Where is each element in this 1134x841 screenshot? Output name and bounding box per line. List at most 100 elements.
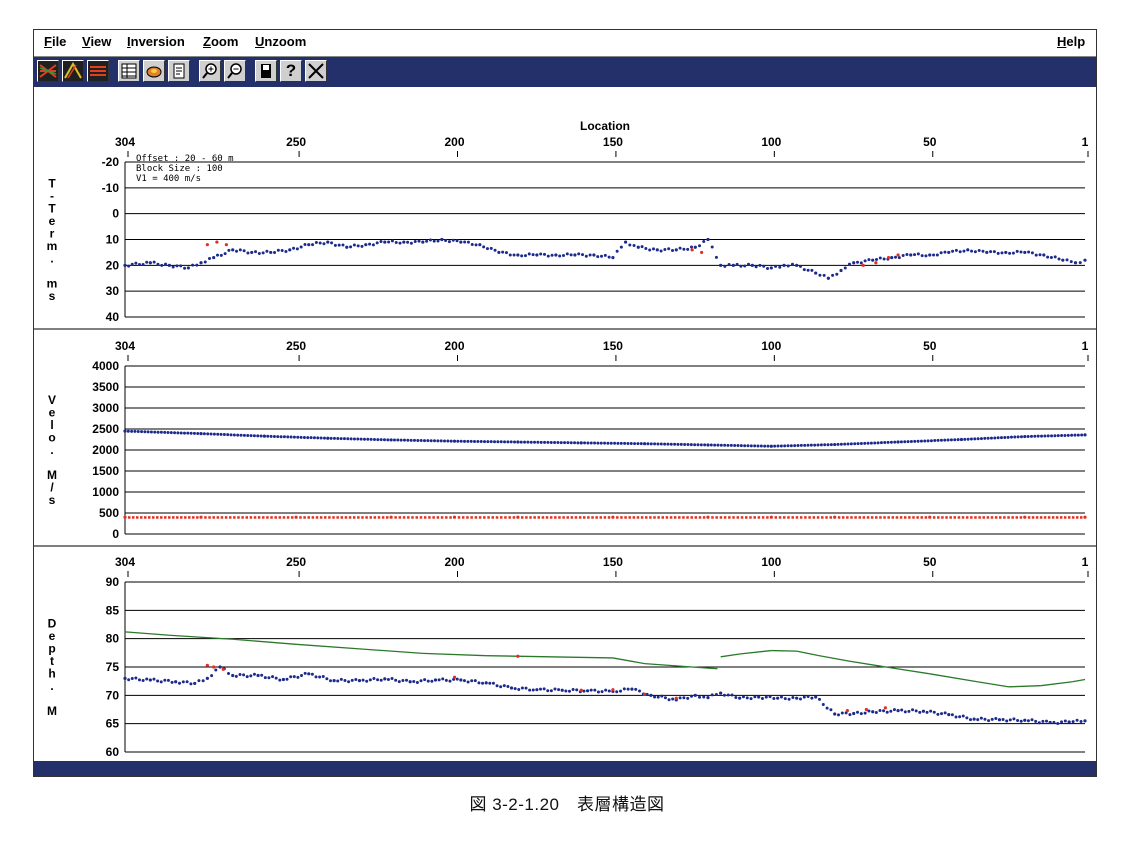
menu-view[interactable]: View (82, 34, 112, 49)
help-button[interactable]: ? (280, 60, 302, 82)
data-point (419, 679, 423, 683)
picks-button[interactable] (62, 60, 84, 82)
data-point (172, 516, 175, 519)
data-point (954, 715, 958, 719)
data-point (599, 516, 603, 519)
data-point (994, 716, 998, 720)
data-point (493, 248, 497, 252)
data-point (632, 516, 636, 519)
x-tick-label: 304 (115, 339, 135, 353)
data-point (401, 678, 405, 682)
data-point (1067, 516, 1071, 519)
data-point (643, 442, 647, 446)
data-point (774, 516, 778, 519)
data-point (732, 516, 735, 519)
data-point (485, 247, 489, 251)
menu-inversion[interactable]: Inversion (127, 34, 185, 49)
y-axis-label-char: e (49, 629, 56, 643)
close-button[interactable] (305, 60, 327, 82)
data-point (973, 437, 977, 441)
data-point (525, 516, 528, 519)
data-point (159, 430, 163, 434)
data-point (753, 444, 757, 448)
data-point (758, 263, 762, 267)
data-point (584, 254, 588, 258)
data-point (541, 516, 545, 519)
data-point (1040, 434, 1044, 438)
data-point (939, 438, 943, 442)
y-tick-label: 85 (106, 603, 120, 617)
data-point (266, 434, 270, 438)
data-point (149, 430, 153, 434)
data-point (476, 439, 480, 443)
data-point (896, 440, 900, 444)
data-point (1027, 516, 1031, 519)
data-point (683, 442, 687, 446)
data-point (276, 248, 280, 252)
x-tick-label: 200 (444, 555, 464, 569)
menu-help[interactable]: Help (1057, 34, 1086, 49)
data-point (849, 442, 853, 446)
data-point (271, 675, 275, 679)
data-point (889, 440, 893, 444)
data-point (192, 516, 195, 519)
data-point (776, 444, 780, 448)
cloud-button[interactable] (143, 60, 165, 82)
y-axis-label-char: M (47, 468, 57, 482)
data-point (390, 239, 394, 243)
data-point (839, 268, 843, 273)
data-point (461, 516, 465, 519)
data-point (1016, 718, 1020, 722)
data-point (816, 443, 820, 447)
data-point (332, 516, 335, 519)
data-point (875, 258, 879, 262)
table-button[interactable] (118, 60, 140, 82)
data-point (444, 238, 448, 242)
data-point (579, 688, 583, 692)
layers-button[interactable] (87, 60, 109, 82)
data-point (586, 441, 590, 445)
x-tick-label: 100 (761, 339, 781, 353)
data-point (1041, 719, 1045, 723)
x-tick-label: 50 (923, 135, 937, 149)
traces-button[interactable] (37, 60, 59, 82)
data-point (802, 695, 806, 699)
data-point (735, 262, 739, 266)
data-point (183, 266, 187, 270)
data-point (342, 437, 346, 441)
menu-file[interactable]: File (44, 34, 67, 49)
menu-unzoom[interactable]: Unzoom (255, 34, 307, 49)
data-point (390, 677, 394, 681)
save-button[interactable] (255, 60, 277, 82)
data-point (152, 677, 156, 681)
data-point (387, 240, 391, 244)
zoom-in-button[interactable] (199, 60, 221, 82)
data-point (134, 676, 138, 680)
data-point (222, 433, 226, 437)
data-point (502, 684, 506, 688)
data-point (556, 441, 560, 445)
data-point (829, 708, 833, 712)
data-point (181, 680, 185, 684)
data-point (936, 712, 940, 716)
data-point (638, 689, 642, 693)
data-point (368, 242, 372, 246)
data-point (744, 516, 748, 519)
data-point (489, 246, 493, 250)
document-button[interactable] (168, 60, 190, 82)
data-point (957, 516, 961, 519)
data-point (223, 252, 227, 256)
data-point (1046, 255, 1050, 259)
data-point (793, 444, 797, 448)
data-point (589, 441, 593, 445)
data-point (516, 253, 520, 257)
data-point (284, 250, 288, 254)
data-point (979, 716, 983, 720)
data-point (219, 432, 223, 436)
data-point (989, 250, 993, 254)
menu-zoom[interactable]: Zoom (203, 34, 239, 49)
data-point (148, 678, 152, 682)
zoom-out-button[interactable] (224, 60, 246, 82)
data-point (565, 252, 569, 256)
